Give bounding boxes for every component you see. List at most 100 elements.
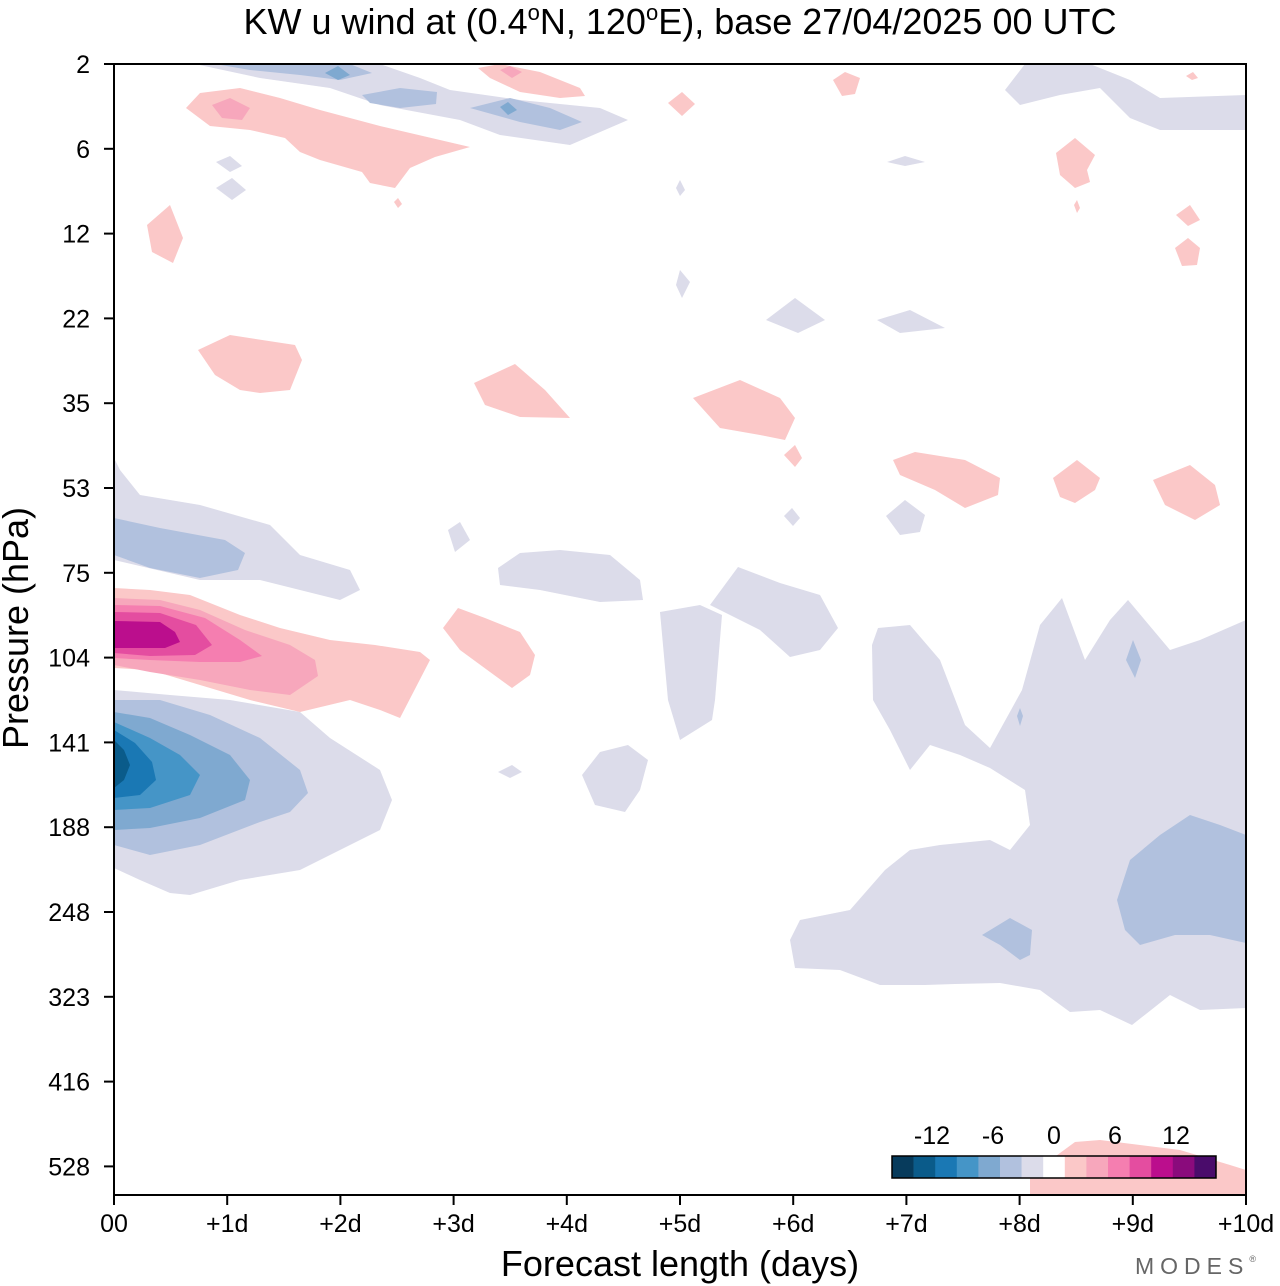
colorbar-swatch <box>956 1156 979 1178</box>
colorbar-swatch <box>1064 1156 1087 1178</box>
contour-region <box>1053 460 1100 503</box>
colorbar-label: 0 <box>1047 1122 1061 1150</box>
brand-logo: MODES® <box>1135 1253 1256 1280</box>
x-tick-label: +8d <box>998 1210 1040 1238</box>
x-tick-label: +3d <box>432 1210 474 1238</box>
title-prefix: KW u wind at (0.4 <box>243 1 528 42</box>
contour-region <box>478 64 585 98</box>
contour-region <box>660 605 722 740</box>
contour-region <box>886 500 925 535</box>
chart-title: KW u wind at (0.4oN, 120oE), base 27/04/… <box>0 2 1280 42</box>
contour-level-neg5 <box>114 730 156 798</box>
contour-region <box>114 621 180 648</box>
x-tick-label: +5d <box>659 1210 701 1238</box>
contour-region <box>216 178 246 200</box>
y-tick-label: 104 <box>48 645 90 673</box>
contour-region <box>887 156 925 166</box>
x-tick-label: +7d <box>885 1210 927 1238</box>
colorbar-swatch <box>1043 1156 1066 1178</box>
contour-region <box>982 918 1032 960</box>
y-tick-label: 416 <box>48 1069 90 1097</box>
colorbar-swatch <box>1021 1156 1044 1178</box>
y-tick-label: 6 <box>76 136 90 164</box>
contour-region <box>1005 64 1246 130</box>
contour-region <box>114 730 156 798</box>
colorbar-label: 6 <box>1108 1122 1122 1150</box>
y-tick-label: 2 <box>76 51 90 79</box>
contour-region <box>784 445 802 467</box>
colorbar-swatch <box>1000 1156 1022 1178</box>
contour-region <box>1074 200 1080 213</box>
y-tick-label: 53 <box>62 475 90 503</box>
contour-region <box>1117 815 1246 945</box>
colorbar-legend: -12 -6 0 6 12 <box>891 1122 1217 1179</box>
y-tick-label: 75 <box>62 560 90 588</box>
contour-layer <box>114 64 1246 1195</box>
y-tick-label: 12 <box>62 221 90 249</box>
x-tick-label: +2d <box>319 1210 361 1238</box>
contour-region <box>498 765 522 778</box>
contour-region <box>1126 640 1141 678</box>
y-tick-label: 323 <box>48 984 90 1012</box>
colorbar-swatch <box>1086 1156 1109 1178</box>
colorbar-label: 12 <box>1162 1122 1190 1150</box>
y-tick-label: 22 <box>62 305 90 333</box>
contour-region <box>893 452 1000 508</box>
contour-level-neg6 <box>114 740 130 788</box>
y-tick-label: 141 <box>48 729 90 757</box>
colorbar-swatch <box>1172 1156 1195 1178</box>
x-tick-label: +4d <box>546 1210 588 1238</box>
x-tick-label: +10d <box>1218 1210 1274 1238</box>
contour-region <box>710 567 838 657</box>
contour-region <box>470 98 582 130</box>
contour-region <box>212 98 250 120</box>
x-axis: 00 +1d +2d +3d +4d +5d +6d +7d +8d +9d +10d <box>100 1195 1274 1238</box>
contour-region <box>693 380 795 440</box>
y-axis: 2 6 12 22 35 53 75 104 141 188 248 323 416 528 <box>48 51 114 1181</box>
x-axis-title: Forecast length (days) <box>501 1243 859 1284</box>
contour-region <box>833 72 860 96</box>
colorbar-swatch <box>1151 1156 1174 1178</box>
colorbar-swatch <box>1129 1156 1152 1178</box>
y-tick-label: 528 <box>48 1153 90 1181</box>
contour-region <box>114 740 130 788</box>
colorbar-frame <box>891 1155 1217 1179</box>
contour-region <box>114 518 245 578</box>
contour-region <box>500 66 522 78</box>
colorbar-swatch <box>1194 1156 1217 1178</box>
x-tick-label: +1d <box>206 1210 248 1238</box>
contour-region <box>325 66 350 80</box>
contour-region <box>676 270 690 298</box>
brand-mark: ® <box>1249 1254 1256 1264</box>
contour-level-pos5 <box>114 621 180 648</box>
contour-region <box>582 745 648 812</box>
x-tick-label: +6d <box>772 1210 814 1238</box>
x-tick-label: 00 <box>100 1210 128 1238</box>
contour-region <box>394 198 402 208</box>
contour-region <box>147 205 183 263</box>
contour-region <box>1186 72 1198 80</box>
contour-region <box>216 156 242 172</box>
contour-region <box>1153 465 1220 520</box>
contour-region <box>186 88 470 188</box>
degree-symbol: o <box>527 0 540 25</box>
colorbar-label: -12 <box>914 1122 950 1150</box>
contour-region <box>443 608 535 688</box>
contour-region <box>1017 708 1023 726</box>
contour-region <box>1176 205 1200 226</box>
title-lat: N, 120 <box>539 1 646 42</box>
colorbar-swatch <box>892 1156 914 1178</box>
x-tick-label: +9d <box>1112 1210 1154 1238</box>
contour-region <box>1056 138 1095 188</box>
contour-region <box>500 102 517 115</box>
colorbar-swatch <box>913 1156 936 1178</box>
colorbar-swatch <box>1108 1156 1130 1178</box>
y-tick-label: 188 <box>48 814 90 842</box>
contour-region <box>1175 238 1200 266</box>
contour-region <box>448 522 470 552</box>
contour-region <box>784 508 800 526</box>
y-tick-label: 35 <box>62 390 90 418</box>
contour-region <box>498 550 643 602</box>
y-axis-title: Pressure (hPa) <box>0 507 36 749</box>
